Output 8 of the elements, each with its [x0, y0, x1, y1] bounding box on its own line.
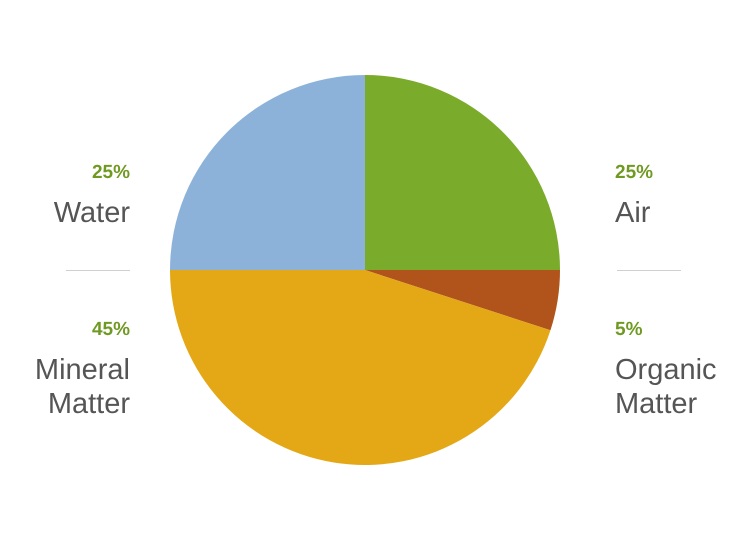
data-label: 45%: [92, 319, 130, 340]
data-label: 5%: [615, 319, 643, 340]
slice-label: Air: [615, 197, 651, 229]
slice-label: Water: [54, 197, 130, 229]
data-label: 25%: [615, 162, 654, 183]
slice-label: Mineral Matter: [34, 354, 130, 420]
data-label: 25%: [92, 162, 130, 183]
slice-label: Organic Matter: [615, 354, 717, 420]
